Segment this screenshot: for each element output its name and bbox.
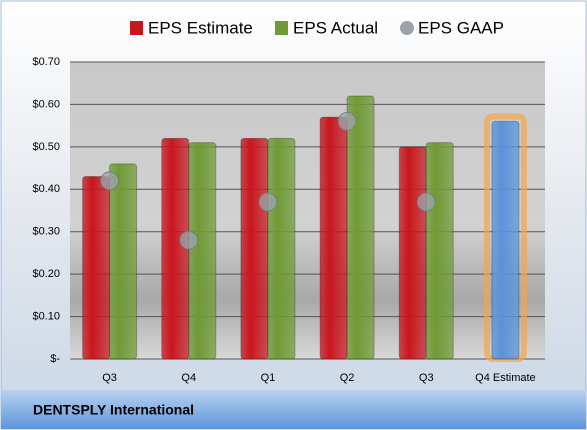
legend-label: EPS Actual	[293, 18, 378, 37]
y-tick-label: $0.20	[32, 268, 60, 280]
footer-band	[1, 390, 586, 429]
legend-label: EPS Estimate	[148, 18, 253, 37]
bar	[109, 163, 138, 360]
bar	[425, 142, 454, 360]
gaap-dot	[179, 230, 199, 250]
bar	[267, 137, 296, 360]
bar	[346, 95, 375, 360]
y-tick-label: $0.30	[32, 226, 60, 238]
bar	[240, 137, 269, 360]
legend-swatch	[275, 21, 288, 35]
x-tick-label: Q4 Estimate	[475, 372, 536, 384]
gaap-dot	[337, 112, 357, 131]
y-tick-label: $0.70	[32, 56, 60, 68]
y-tick-label: $0.10	[32, 310, 60, 322]
bar	[319, 116, 348, 360]
x-tick-label: Q3	[102, 372, 117, 384]
bar	[491, 120, 520, 360]
marks: $- $0.10 $0.20 $0.30 $0.40 $0.50 $0.60 $0.70 EPS…	[32, 18, 545, 384]
y-tick-label: $0.50	[32, 141, 60, 153]
gaap-dot	[258, 192, 278, 212]
gaap-dot	[100, 171, 119, 191]
footer-text: DENTSPLY International	[33, 402, 194, 418]
legend-swatch	[400, 21, 414, 35]
x-tick-label: Q2	[340, 372, 355, 384]
legend-swatch	[130, 21, 143, 35]
x-tick-label: Q3	[419, 372, 434, 384]
gaap-dot	[416, 192, 436, 212]
y-tick-label: $0.60	[32, 98, 60, 110]
bar	[161, 137, 190, 360]
bar	[398, 146, 427, 360]
y-tick-label: $0.40	[32, 183, 60, 195]
bar	[188, 142, 217, 360]
y-tick-label: $-	[50, 353, 60, 365]
plot-area	[70, 62, 545, 359]
bar	[82, 176, 111, 360]
x-tick-label: Q4	[181, 372, 196, 384]
legend-label: EPS GAAP	[418, 18, 504, 37]
x-tick-label: Q1	[261, 372, 276, 384]
